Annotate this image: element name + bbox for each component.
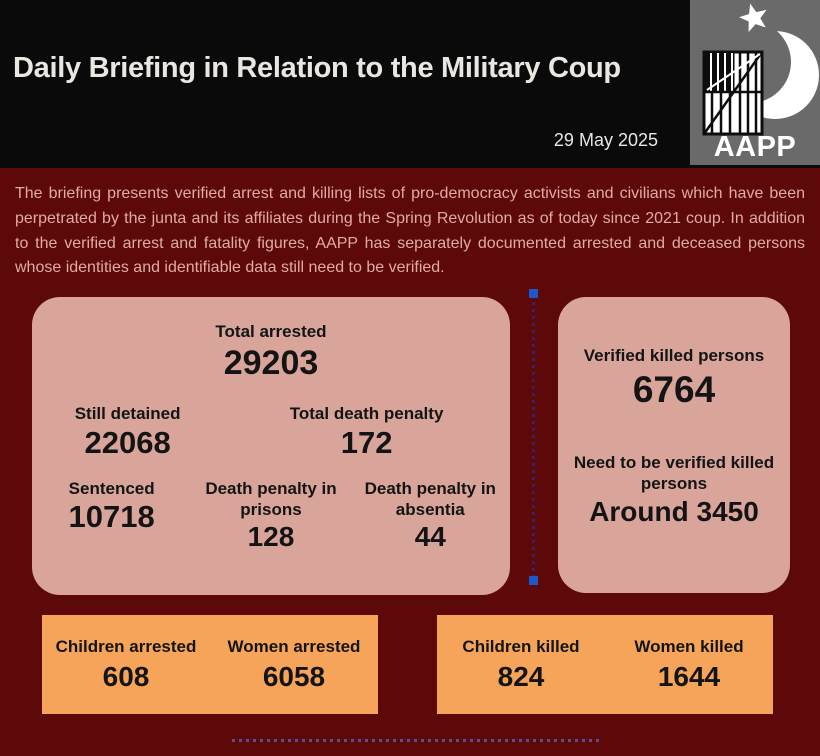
stat-women-killed: Women killed 1644 — [605, 636, 773, 692]
stat-children-killed: Children killed 824 — [437, 636, 605, 692]
stat-label: Children arrested — [55, 637, 197, 657]
stat-label: Verified killed persons — [583, 346, 765, 365]
arrested-groups-panel: Children arrested 608 Women arrested 605… — [42, 615, 378, 714]
prison-gate-icon — [702, 50, 764, 136]
stat-still-detained: Still detained 22068 — [32, 403, 223, 460]
stat-label: Women arrested — [227, 637, 361, 657]
stat-value: 10718 — [68, 499, 155, 535]
stat-label: Total arrested — [215, 322, 327, 341]
stat-label: Death penalty in prisons — [205, 479, 337, 520]
aapp-logo: AAPP — [690, 0, 820, 165]
stat-value: 22068 — [84, 424, 171, 460]
divider-endpoint-top — [529, 289, 538, 298]
stat-death-penalty-absentia: Death penalty in absentia 44 — [351, 478, 510, 553]
killed-groups-panel: Children killed 824 Women killed 1644 — [437, 615, 773, 714]
stat-value: 128 — [247, 520, 295, 552]
page-title: Daily Briefing in Relation to the Milita… — [13, 52, 621, 84]
stat-label: Total death penalty — [289, 404, 444, 424]
stat-death-penalty-prisons: Death penalty in prisons 128 — [191, 478, 350, 553]
horizontal-dotted-divider — [232, 739, 600, 742]
star-icon — [739, 3, 767, 32]
stat-total-arrested: Total arrested 29203 — [32, 321, 510, 383]
divider-endpoint-bottom — [529, 576, 538, 585]
stat-women-arrested: Women arrested 6058 — [210, 636, 378, 692]
stat-need-verified-killed: Need to be verified killed persons Aroun… — [558, 452, 790, 529]
aapp-logo-graphic — [702, 3, 819, 136]
briefing-date: 29 May 2025 — [553, 130, 658, 150]
stat-label: Death penalty in absentia — [364, 479, 496, 520]
vertical-dotted-divider — [529, 289, 538, 585]
killed-stats-panel: Verified killed persons 6764 Need to be … — [558, 297, 790, 593]
stat-label: Women killed — [634, 637, 744, 657]
stat-verified-killed: Verified killed persons 6764 — [558, 345, 790, 412]
header-band: Daily Briefing in Relation to the Milita… — [0, 0, 820, 168]
aapp-logo-text: AAPP — [713, 131, 797, 163]
stat-value: 608 — [102, 660, 150, 692]
stat-label: Sentenced — [68, 479, 155, 499]
intro-paragraph: The briefing presents verified arrest an… — [15, 185, 805, 277]
stat-value: 824 — [497, 660, 545, 692]
arrest-stats-panel: Total arrested 29203 Still detained 2206… — [32, 297, 510, 595]
stat-value: 6058 — [262, 660, 326, 692]
stat-label: Children killed — [462, 637, 580, 657]
dotted-line — [532, 295, 535, 579]
stat-value: 44 — [414, 520, 446, 552]
stat-value: 6764 — [632, 369, 716, 411]
stat-sentenced: Sentenced 10718 — [32, 478, 191, 535]
stat-children-arrested: Children arrested 608 — [42, 636, 210, 692]
stat-label: Need to be verified killed persons — [573, 452, 775, 494]
stat-label: Still detained — [74, 404, 181, 424]
stat-total-death-penalty: Total death penalty 172 — [223, 403, 510, 460]
stat-value: Around 3450 — [589, 496, 759, 528]
stat-value: 29203 — [223, 344, 319, 383]
stat-value: 172 — [340, 424, 393, 460]
stat-value: 1644 — [657, 660, 721, 692]
